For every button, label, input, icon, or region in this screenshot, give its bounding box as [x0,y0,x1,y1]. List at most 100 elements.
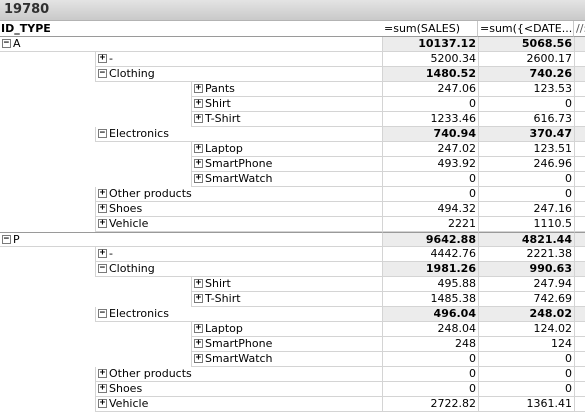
date-value[interactable]: 370.47 [478,127,574,142]
extra-value[interactable] [574,262,585,277]
expand-icon[interactable]: + [98,53,107,63]
row-label-cell[interactable]: − P [0,232,382,247]
extra-value[interactable] [574,187,585,202]
row-label-cell[interactable]: + SmartPhone [191,337,382,352]
sales-value[interactable]: 495.88 [382,277,478,292]
row-label-cell[interactable]: + T-Shirt [191,112,382,127]
extra-value[interactable] [574,127,585,142]
row-label-cell[interactable]: + Shoes [95,382,382,397]
date-value[interactable]: 0 [478,382,574,397]
expand-icon[interactable]: + [194,173,203,183]
sales-value[interactable]: 496.04 [382,307,478,322]
sales-value[interactable]: 1485.38 [382,292,478,307]
date-value[interactable]: 123.53 [478,82,574,97]
date-value[interactable]: 123.51 [478,142,574,157]
sales-value[interactable]: 1981.26 [382,262,478,277]
sales-value[interactable]: 0 [382,367,478,382]
extra-value[interactable] [574,172,585,187]
expression-header-sales[interactable]: =sum(SALES) [382,21,478,37]
extra-value[interactable] [574,292,585,307]
extra-value[interactable] [574,112,585,127]
row-label-cell[interactable]: + SmartWatch [191,172,382,187]
sales-value[interactable]: 494.32 [382,202,478,217]
row-label-cell[interactable]: − Clothing [95,67,382,82]
extra-value[interactable] [574,217,585,232]
dimension-header[interactable]: ID_TYPE [0,21,382,37]
extra-value[interactable] [574,142,585,157]
sales-value[interactable]: 0 [382,382,478,397]
expand-icon[interactable]: + [194,293,203,303]
extra-value[interactable] [574,397,585,412]
extra-value[interactable] [574,337,585,352]
row-label-cell[interactable]: + - [95,247,382,262]
sales-value[interactable]: 0 [382,172,478,187]
row-label-cell[interactable]: − Electronics [95,127,382,142]
sales-value[interactable]: 0 [382,352,478,367]
expand-icon[interactable]: + [194,338,203,348]
extra-value[interactable] [574,352,585,367]
expression-header-extra[interactable]: //: [574,21,585,37]
sales-value[interactable]: 248 [382,337,478,352]
collapse-icon[interactable]: − [2,38,11,48]
row-label-cell[interactable]: + Laptop [191,142,382,157]
date-value[interactable]: 740.26 [478,67,574,82]
expand-icon[interactable]: + [194,83,203,93]
expand-icon[interactable]: + [194,323,203,333]
sales-value[interactable]: 0 [382,187,478,202]
extra-value[interactable] [574,82,585,97]
expand-icon[interactable]: + [194,143,203,153]
expand-icon[interactable]: + [98,383,107,393]
date-value[interactable]: 742.69 [478,292,574,307]
sales-value[interactable]: 2221 [382,217,478,232]
expand-icon[interactable]: + [98,398,107,408]
date-value[interactable]: 0 [478,352,574,367]
row-label-cell[interactable]: − Electronics [95,307,382,322]
date-value[interactable]: 1361.41 [478,397,574,412]
row-label-cell[interactable]: + Shirt [191,97,382,112]
date-value[interactable]: 0 [478,97,574,112]
extra-value[interactable] [574,322,585,337]
date-value[interactable]: 124 [478,337,574,352]
extra-value[interactable] [574,37,585,52]
sales-value[interactable]: 9642.88 [382,232,478,247]
extra-value[interactable] [574,232,585,247]
expand-icon[interactable]: + [194,113,203,123]
expand-icon[interactable]: + [194,98,203,108]
date-value[interactable]: 0 [478,367,574,382]
expand-icon[interactable]: + [194,278,203,288]
date-value[interactable]: 2221.38 [478,247,574,262]
row-label-cell[interactable]: + Other products [95,367,382,382]
date-value[interactable]: 1110.5 [478,217,574,232]
date-value[interactable]: 5068.56 [478,37,574,52]
row-label-cell[interactable]: − A [0,37,382,52]
date-value[interactable]: 247.94 [478,277,574,292]
extra-value[interactable] [574,277,585,292]
expand-icon[interactable]: + [98,368,107,378]
date-value[interactable]: 246.96 [478,157,574,172]
extra-value[interactable] [574,367,585,382]
extra-value[interactable] [574,97,585,112]
sales-value[interactable]: 1233.46 [382,112,478,127]
date-value[interactable]: 616.73 [478,112,574,127]
sales-value[interactable]: 5200.34 [382,52,478,67]
row-label-cell[interactable]: − Clothing [95,262,382,277]
extra-value[interactable] [574,157,585,172]
sales-value[interactable]: 10137.12 [382,37,478,52]
date-value[interactable]: 248.02 [478,307,574,322]
date-value[interactable]: 247.16 [478,202,574,217]
row-label-cell[interactable]: + Laptop [191,322,382,337]
sales-value[interactable]: 247.02 [382,142,478,157]
expand-icon[interactable]: + [194,353,203,363]
sales-value[interactable]: 247.06 [382,82,478,97]
date-value[interactable]: 0 [478,187,574,202]
row-label-cell[interactable]: + Shirt [191,277,382,292]
collapse-icon[interactable]: − [98,308,107,318]
row-label-cell[interactable]: + - [95,52,382,67]
row-label-cell[interactable]: + Shoes [95,202,382,217]
expand-icon[interactable]: + [98,188,107,198]
row-label-cell[interactable]: + SmartPhone [191,157,382,172]
row-label-cell[interactable]: + SmartWatch [191,352,382,367]
sales-value[interactable]: 248.04 [382,322,478,337]
pivot-caption-bar[interactable]: 19780 [0,0,585,21]
expand-icon[interactable]: + [98,218,107,228]
